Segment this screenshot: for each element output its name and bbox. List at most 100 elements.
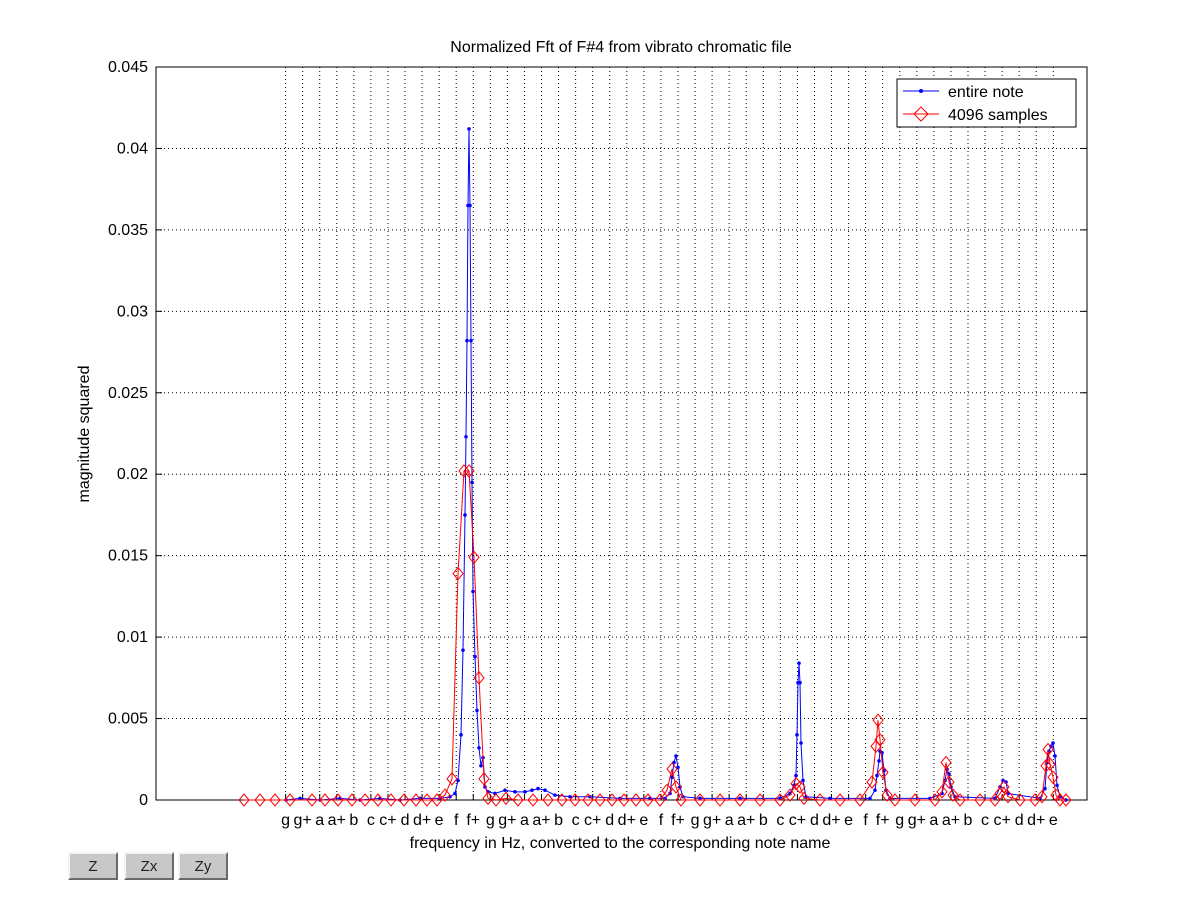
- data-point-4096-samples: [675, 793, 687, 807]
- x-tick-label: g+: [908, 812, 926, 829]
- data-point-4096-samples: [478, 772, 490, 786]
- data-point-4096-samples: [929, 793, 941, 807]
- data-point-4096-samples: [269, 793, 281, 807]
- x-tick-label: d+: [822, 812, 840, 829]
- data-point-4096-samples: [666, 762, 678, 776]
- data-point-entire-note: [873, 788, 877, 793]
- data-point-4096-samples: [889, 793, 901, 807]
- data-point-entire-note: [738, 796, 742, 801]
- data-point-entire-note: [467, 127, 471, 131]
- data-point-entire-note: [298, 796, 302, 801]
- x-tick-label: d: [605, 812, 614, 829]
- x-tick-label: c: [981, 812, 989, 829]
- data-point-4096-samples: [998, 780, 1010, 794]
- x-tick-label: d+: [618, 812, 636, 829]
- data-point-4096-samples: [582, 793, 594, 807]
- data-point-4096-samples: [254, 793, 266, 807]
- data-point-4096-samples: [1047, 770, 1059, 784]
- x-tick-label: c+: [789, 812, 806, 829]
- y-tick-label: 0.02: [117, 466, 148, 483]
- data-point-4096-samples: [814, 793, 826, 807]
- data-point-4096-samples: [1014, 793, 1026, 807]
- data-point-entire-note: [1053, 754, 1057, 758]
- data-point-entire-note: [471, 589, 475, 594]
- data-point-entire-note: [670, 775, 674, 779]
- data-point-entire-note: [459, 733, 463, 737]
- series-layer: [238, 127, 1072, 807]
- x-tick-label: g+: [703, 812, 721, 829]
- data-point-entire-note: [698, 796, 702, 801]
- data-point-4096-samples: [527, 793, 539, 807]
- x-tick-label: a+: [942, 812, 960, 829]
- x-tick-label: f+: [671, 812, 685, 829]
- x-tick-label: c+: [379, 812, 396, 829]
- data-point-entire-note: [877, 759, 881, 763]
- y-tick-label: 0.025: [108, 385, 148, 402]
- x-tick-label: a+: [328, 812, 346, 829]
- data-point-entire-note: [465, 338, 469, 343]
- data-point-entire-note: [868, 796, 872, 801]
- x-tick-label: e: [844, 812, 853, 829]
- data-point-4096-samples: [569, 793, 581, 807]
- data-point-4096-samples: [909, 793, 921, 807]
- data-point-entire-note: [797, 661, 801, 665]
- data-point-entire-note: [461, 648, 465, 652]
- x-tick-label: c: [776, 812, 784, 829]
- x-axis-label: frequency in Hz, converted to the corres…: [410, 835, 831, 852]
- y-axis-label: magnitude squared: [76, 366, 93, 503]
- data-point-4096-samples: [500, 791, 512, 806]
- plot-frame: [155, 66, 1088, 801]
- legend-marker-entire-note: [919, 89, 923, 93]
- x-tick-label: g+: [294, 812, 312, 829]
- data-point-entire-note: [799, 741, 803, 745]
- data-point-entire-note: [479, 763, 483, 768]
- data-point-4096-samples: [854, 793, 866, 807]
- data-point-4096-samples: [947, 788, 959, 802]
- y-tick-label: 0.015: [108, 548, 148, 565]
- data-point-entire-note: [674, 754, 678, 758]
- data-point-4096-samples: [661, 783, 673, 798]
- zoom-button[interactable]: Z: [68, 852, 118, 880]
- data-point-entire-note: [801, 778, 805, 783]
- data-point-entire-note: [523, 790, 527, 794]
- data-point-4096-samples: [734, 793, 746, 807]
- data-point-4096-samples: [332, 793, 344, 807]
- data-point-4096-samples: [794, 780, 806, 794]
- data-point-4096-samples: [1042, 742, 1054, 757]
- data-point-entire-note: [568, 794, 572, 799]
- zoom-y-button[interactable]: Zy: [178, 852, 228, 880]
- data-point-4096-samples: [940, 755, 952, 770]
- chart-title: Normalized Fft of F#4 from vibrato chrom…: [450, 39, 792, 56]
- x-tick-label: g: [486, 812, 495, 829]
- data-point-entire-note: [672, 760, 676, 765]
- data-point-4096-samples: [936, 785, 948, 799]
- data-point-4096-samples: [714, 793, 726, 807]
- y-tick-label: 0: [139, 792, 148, 809]
- x-tick-label: g: [895, 812, 904, 829]
- data-point-4096-samples: [542, 793, 554, 807]
- y-tick-label: 0.01: [117, 629, 148, 646]
- data-point-4096-samples: [512, 793, 524, 807]
- zoom-x-button[interactable]: Zx: [124, 852, 174, 880]
- data-point-entire-note: [469, 338, 473, 343]
- data-point-4096-samples: [468, 550, 480, 565]
- data-point-entire-note: [795, 733, 799, 737]
- data-point-4096-samples: [594, 793, 606, 807]
- data-point-4096-samples: [1060, 793, 1072, 807]
- x-tick-label: c+: [584, 812, 601, 829]
- x-tick-label: g+: [498, 812, 516, 829]
- data-point-entire-note: [828, 796, 832, 801]
- x-tick-label: a: [929, 812, 938, 829]
- y-tick-labels: 0 0.005 0.01 0.015 0.02 0.025 0.03 0.035 0.04 0.0…: [108, 59, 148, 809]
- data-point-4096-samples: [694, 793, 706, 807]
- data-point-4096-samples: [359, 793, 371, 807]
- data-point-4096-samples: [319, 793, 331, 807]
- x-tick-label: c: [572, 812, 580, 829]
- data-point-4096-samples: [1002, 789, 1014, 804]
- x-tick-label: e: [639, 812, 648, 829]
- x-tick-label: f: [454, 812, 459, 829]
- data-point-entire-note: [543, 788, 547, 793]
- legend-label-entire-note: entire note: [948, 84, 1024, 101]
- legend-box: [896, 78, 1077, 128]
- x-tick-label: c+: [993, 812, 1010, 829]
